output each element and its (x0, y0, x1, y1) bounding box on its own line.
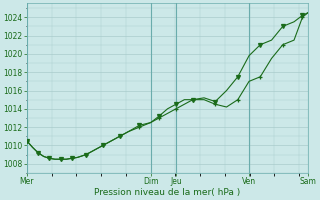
X-axis label: Pression niveau de la mer( hPa ): Pression niveau de la mer( hPa ) (94, 188, 241, 197)
